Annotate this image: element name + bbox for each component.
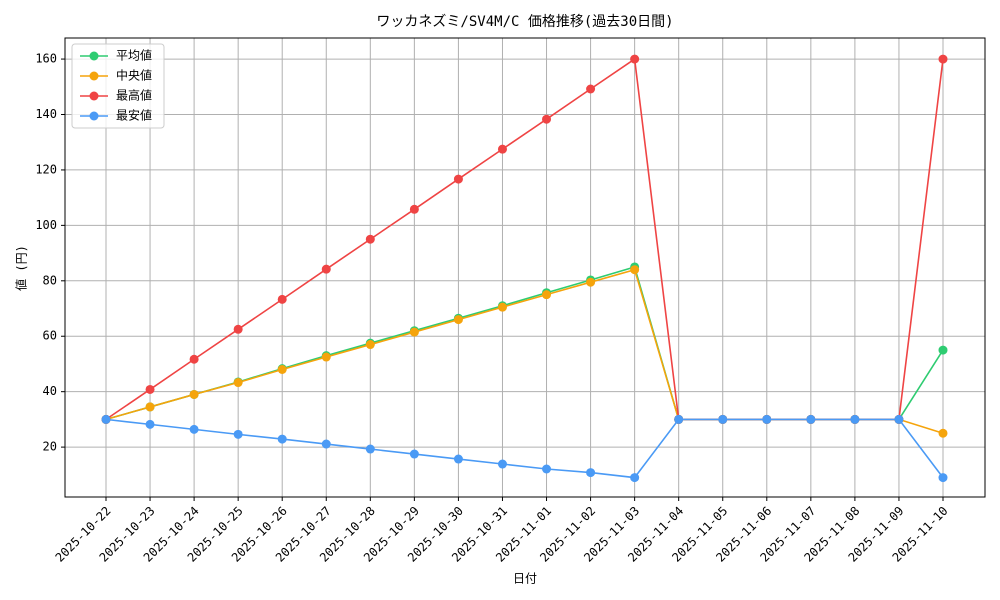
data-point xyxy=(586,84,596,94)
legend-label: 平均値 xyxy=(116,48,152,63)
y-tick-label: 140 xyxy=(35,107,57,121)
data-point xyxy=(453,174,463,184)
legend-label: 中央値 xyxy=(116,68,152,83)
data-point xyxy=(630,265,640,275)
data-point xyxy=(718,414,728,424)
series-line xyxy=(105,268,944,435)
data-point xyxy=(189,424,199,434)
data-point xyxy=(938,54,948,64)
data-point xyxy=(938,473,948,483)
data-point xyxy=(277,294,287,304)
data-point xyxy=(409,204,419,214)
data-point xyxy=(409,327,419,337)
data-point xyxy=(938,345,948,355)
data-point xyxy=(145,384,155,394)
legend-marker xyxy=(89,111,99,121)
data-point xyxy=(938,428,948,438)
data-point xyxy=(497,302,507,312)
legend-box xyxy=(71,43,165,129)
legend-marker xyxy=(89,51,99,61)
legend-label: 最高値 xyxy=(116,88,152,103)
chart-title: ワッカネズミ/SV4M/C 価格推移(過去30日間) xyxy=(376,14,673,30)
data-point xyxy=(189,389,199,399)
data-point xyxy=(850,414,860,424)
legend-marker xyxy=(89,71,99,81)
data-point xyxy=(453,315,463,325)
data-point xyxy=(586,277,596,287)
y-tick-label: 160 xyxy=(35,52,57,66)
data-point xyxy=(365,234,375,244)
y-tick-label: 40 xyxy=(43,384,57,398)
series-line xyxy=(105,57,944,421)
data-point xyxy=(894,414,904,424)
data-point xyxy=(233,429,243,439)
y-axis-label: 値 (円) xyxy=(14,245,29,291)
data-point xyxy=(145,419,155,429)
data-point xyxy=(762,414,772,424)
data-point xyxy=(233,324,243,334)
data-point xyxy=(277,434,287,444)
data-point xyxy=(497,144,507,154)
y-tick-label: 80 xyxy=(43,273,57,287)
data-point xyxy=(586,468,596,478)
y-tick-label: 120 xyxy=(35,162,57,176)
data-point xyxy=(630,473,640,483)
data-point xyxy=(542,114,552,124)
plot-frame xyxy=(64,37,986,498)
data-point xyxy=(321,439,331,449)
data-point xyxy=(365,340,375,350)
data-point xyxy=(233,378,243,388)
data-point xyxy=(145,402,155,412)
data-point xyxy=(321,352,331,362)
y-tick-label: 60 xyxy=(43,329,57,343)
data-point xyxy=(321,264,331,274)
series-line xyxy=(105,265,944,421)
x-axis-label: 日付 xyxy=(513,572,537,586)
data-point xyxy=(101,414,111,424)
data-point xyxy=(277,365,287,374)
data-point xyxy=(542,464,552,474)
legend-label: 最安値 xyxy=(116,108,152,123)
data-point xyxy=(674,414,684,424)
series-line xyxy=(105,418,944,479)
y-tick-label: 100 xyxy=(35,218,57,232)
data-point xyxy=(630,54,640,64)
data-point xyxy=(453,454,463,464)
data-point xyxy=(806,414,816,424)
data-point xyxy=(497,459,507,469)
data-point xyxy=(409,449,419,459)
data-point xyxy=(365,444,375,454)
legend-marker xyxy=(89,91,99,101)
data-point xyxy=(542,290,552,300)
y-tick-label: 20 xyxy=(43,440,57,454)
data-point xyxy=(189,354,199,364)
